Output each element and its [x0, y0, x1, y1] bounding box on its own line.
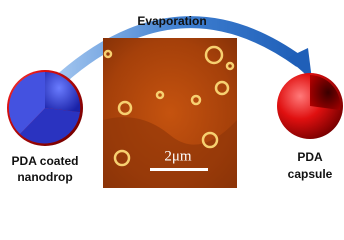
afm-image: 2μm	[103, 38, 237, 188]
scale-bar-label: 2μm	[164, 148, 192, 164]
left-label: PDA coated	[12, 154, 79, 168]
right-label: PDA	[297, 150, 323, 164]
arrow-label: Evaporation	[137, 14, 206, 28]
nanodrop-sphere	[7, 70, 83, 146]
page: Evaporation 2μm PDA coated nanodrop PDA …	[7, 14, 343, 188]
arrow-head	[287, 48, 312, 80]
right-label: capsule	[288, 167, 333, 181]
left-label: nanodrop	[17, 170, 72, 184]
arrow	[58, 16, 304, 83]
capsule-sphere	[277, 73, 343, 139]
figure: Evaporation 2μm PDA coated nanodrop PDA …	[7, 14, 343, 188]
